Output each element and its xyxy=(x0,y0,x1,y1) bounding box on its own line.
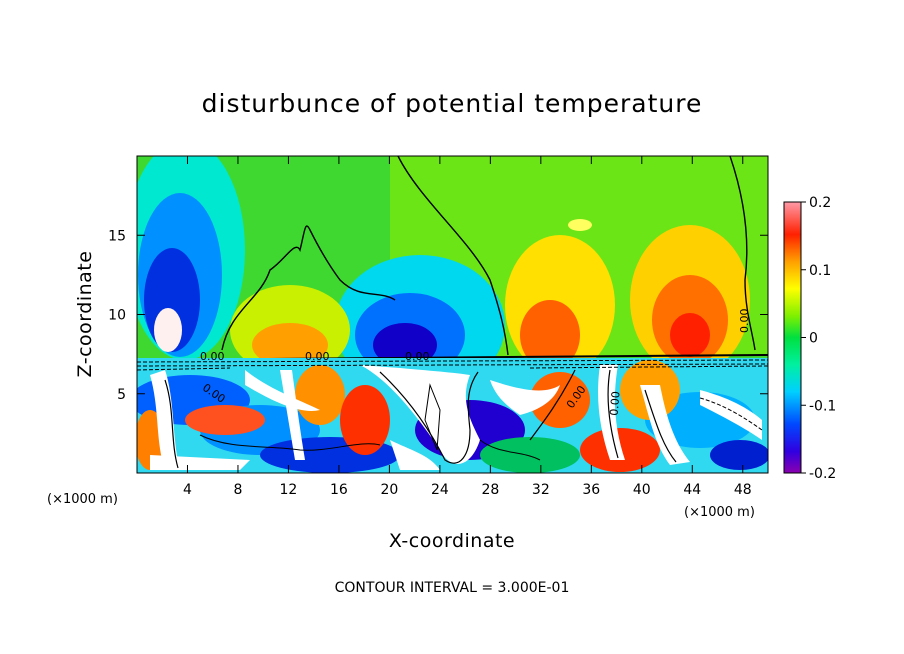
x-tick-label: 12 xyxy=(280,482,298,498)
chart-title: disturbunce of potential temperature xyxy=(202,89,703,118)
warm-lobe-a-core xyxy=(252,323,328,367)
colorbar-tick-label: 0.2 xyxy=(809,195,831,211)
colorbar: 0.2 0.1 0 -0.1 -0.2 xyxy=(783,195,836,482)
x-tick-label: 36 xyxy=(582,482,600,498)
colorbar-tick-label: 0.1 xyxy=(809,263,831,279)
colorbar-tick-label: -0.1 xyxy=(809,398,836,414)
z-tick-label: 15 xyxy=(108,228,126,244)
x-tick-label: 48 xyxy=(734,482,752,498)
colorbar-ticks: 0.2 0.1 0 -0.1 -0.2 xyxy=(801,195,836,482)
x-tick-label: 4 xyxy=(183,482,192,498)
x-tick-label: 28 xyxy=(481,482,499,498)
contour-label: 0.00 xyxy=(608,391,623,417)
colorbar-gradient xyxy=(783,201,802,474)
contour-interval-note: CONTOUR INTERVAL = 3.000E-01 xyxy=(335,580,570,596)
temperature-field xyxy=(137,156,768,473)
cold-anomaly-core-center xyxy=(373,323,437,367)
contour-label: 0.00 xyxy=(738,309,751,334)
x-tick-label: 16 xyxy=(330,482,348,498)
z-axis: 5 10 15 xyxy=(108,228,768,403)
x-axis-label: X-coordinate xyxy=(389,530,515,552)
z-axis-unit: (×1000 m) xyxy=(684,505,755,520)
warm-spot xyxy=(568,219,592,231)
x-tick-label: 32 xyxy=(532,482,550,498)
x-axis-unit: (×1000 m) xyxy=(47,492,118,507)
x-tick-label: 44 xyxy=(683,482,701,498)
x-tick-label: 20 xyxy=(380,482,398,498)
contour-label: 0.00 xyxy=(405,350,430,363)
x-tick-label: 24 xyxy=(431,482,449,498)
warm-tip-west xyxy=(154,308,182,352)
zero-contour-c xyxy=(729,156,756,351)
x-axis: 4 8 12 16 20 24 28 32 36 40 44 48 xyxy=(183,156,752,498)
zero-contour-a xyxy=(221,225,396,351)
x-tick-label: 40 xyxy=(633,482,651,498)
z-tick-label: 10 xyxy=(108,308,126,324)
z-axis-label: Z-coordinate xyxy=(74,251,96,378)
contour-label: 0.00 xyxy=(200,350,225,363)
colorbar-tick-label: 0 xyxy=(809,331,818,347)
x-tick-label: 8 xyxy=(233,482,242,498)
z-tick-label: 5 xyxy=(117,387,126,403)
warm-lobe-c-center xyxy=(670,313,710,357)
zero-contour-b xyxy=(397,156,509,356)
warm-lobe-b-core xyxy=(520,300,580,370)
contour-label: 0.00 xyxy=(305,350,330,363)
colorbar-tick-label: -0.2 xyxy=(809,466,836,482)
